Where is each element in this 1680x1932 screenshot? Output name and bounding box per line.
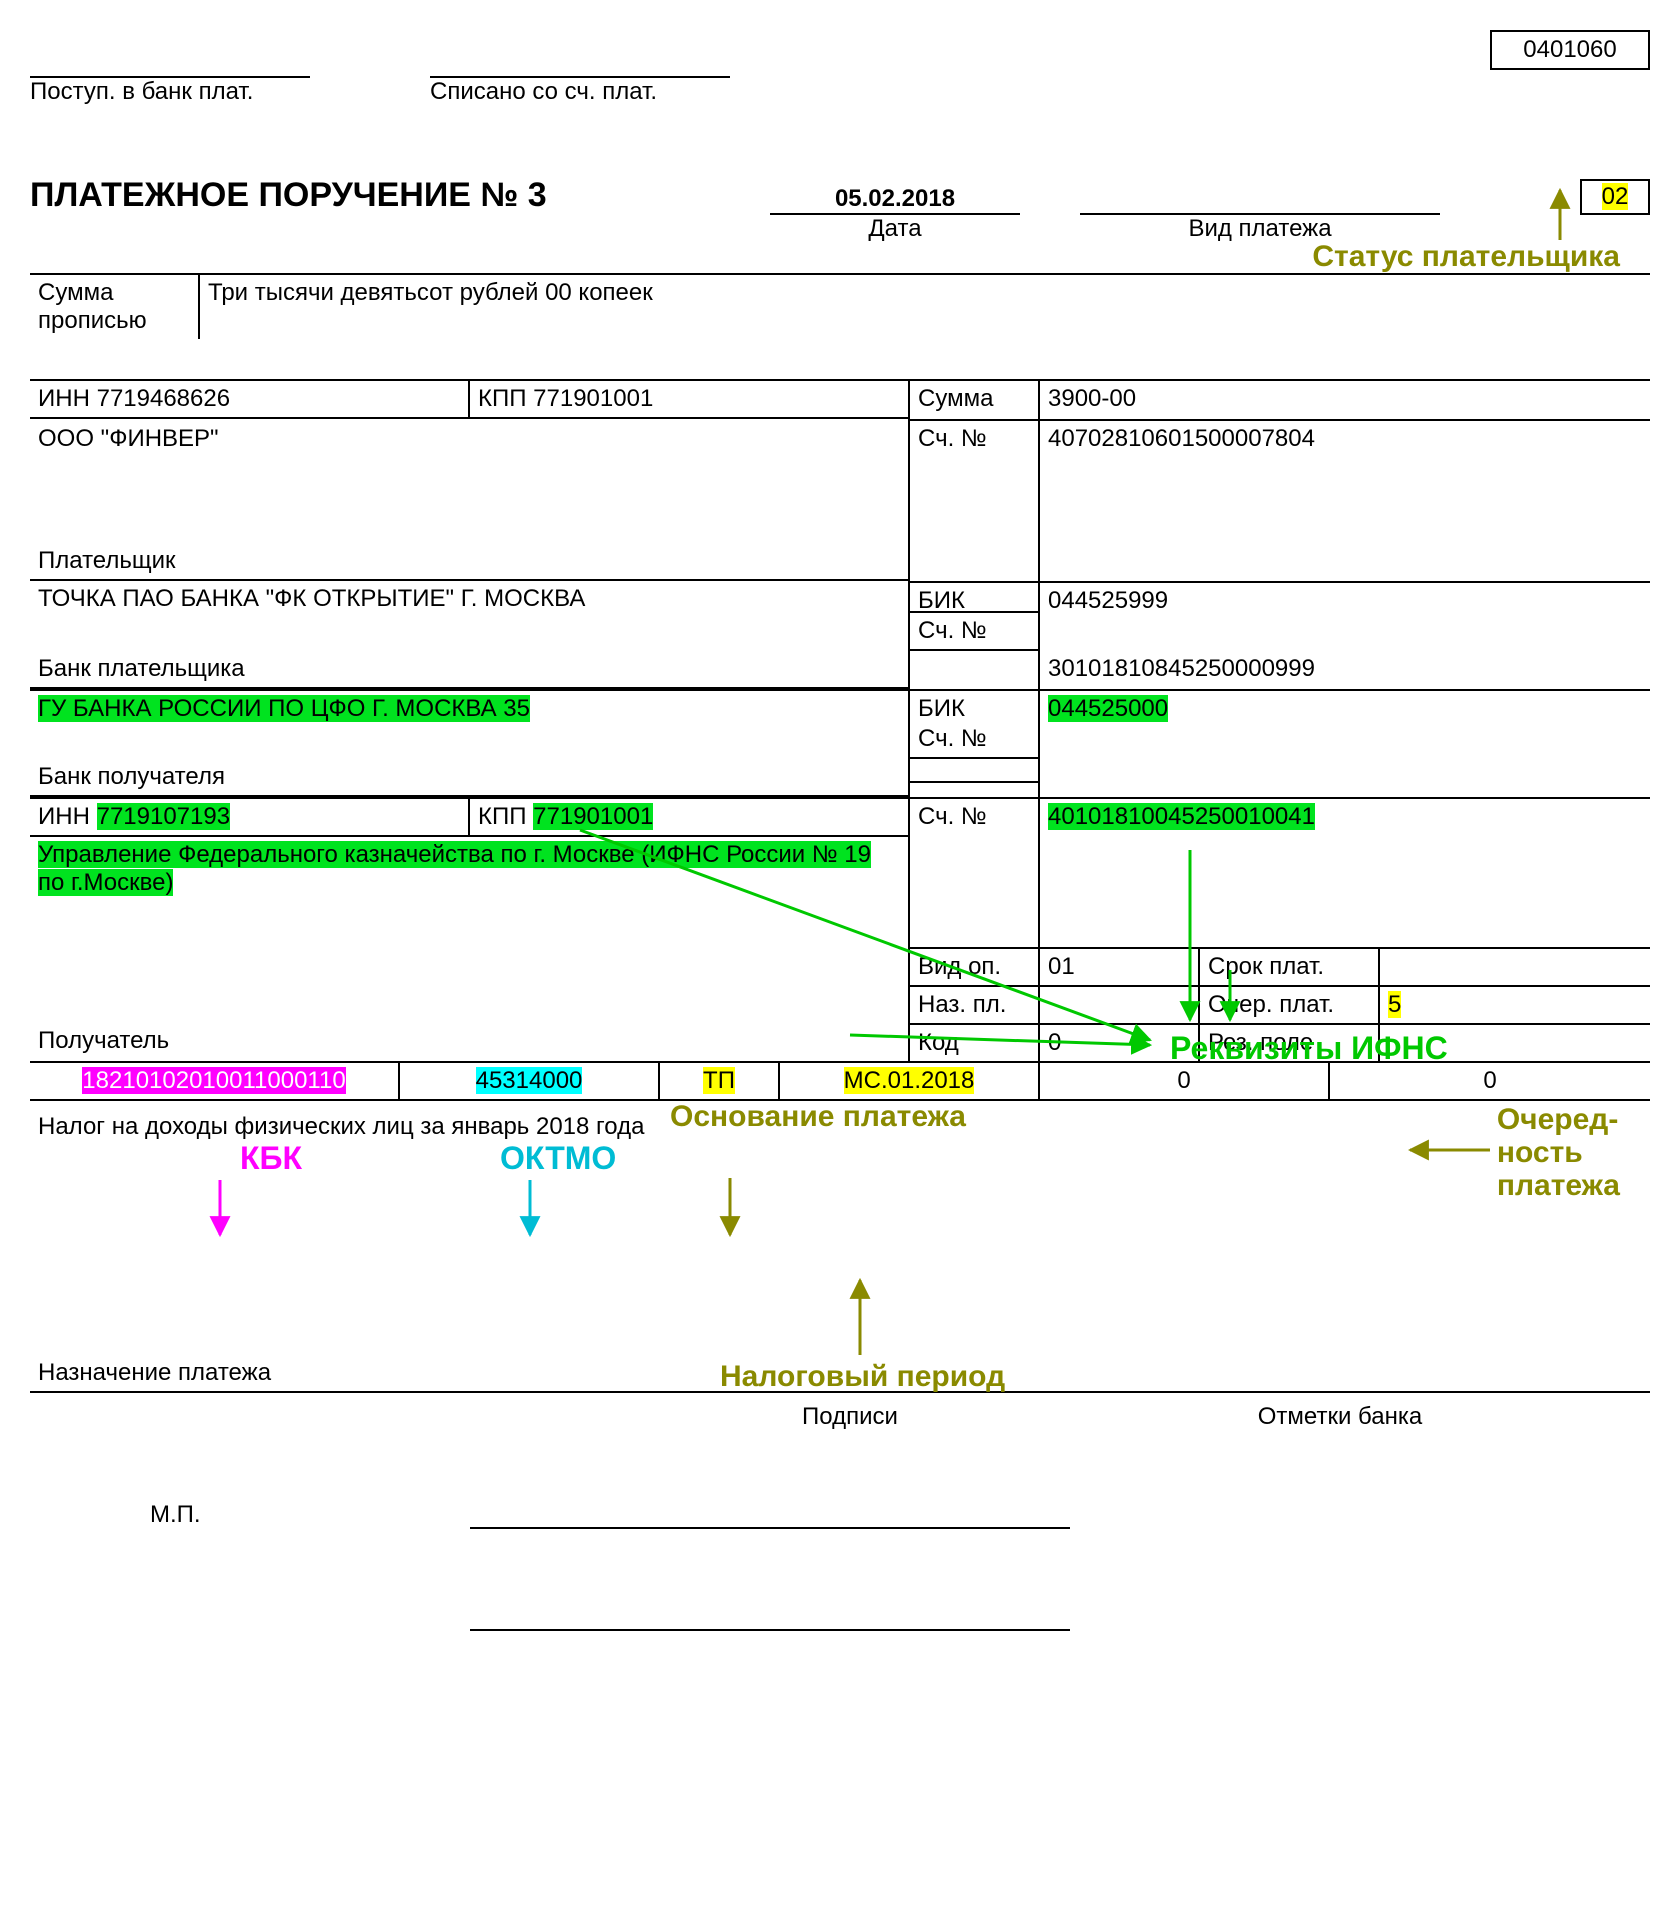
acct1-label: Сч. №: [910, 419, 1040, 543]
payer-label: Плательщик: [30, 543, 910, 581]
srok-label: Срок плат.: [1200, 947, 1380, 985]
ann-oktmo: ОКТМО: [500, 1140, 616, 1177]
date-label: Дата: [770, 215, 1020, 243]
amount-words-label: Сумма прописью: [30, 275, 200, 339]
tax-c5: 0: [1040, 1063, 1330, 1099]
status-code-box: 02: [1580, 179, 1650, 215]
naz-label: Наз. пл.: [910, 985, 1040, 1023]
sign-label: Подписи: [750, 1403, 950, 1431]
vid-op-label: Вид оп.: [910, 947, 1040, 985]
status-code: 02: [1602, 183, 1629, 210]
doc-date: 05.02.2018: [770, 185, 1020, 215]
recipient-kpp: КПП 771901001: [470, 799, 910, 837]
ann-period: Налоговый период: [720, 1360, 1005, 1394]
debited-label: Списано со сч. плат.: [430, 76, 730, 106]
ann-kbk: КБК: [240, 1140, 302, 1177]
recipient-label: Получатель: [30, 1023, 910, 1061]
ann-osnov: Основание платежа: [670, 1100, 966, 1133]
payer-bank-label: Банк плательщика: [30, 651, 910, 689]
sum-value: 3900-00: [1040, 381, 1650, 419]
kod-label: Код: [910, 1023, 1040, 1061]
ocher-label: Очер. плат.: [1200, 985, 1380, 1023]
tp-cell: ТП: [660, 1063, 780, 1099]
oktmo-cell: 45314000: [400, 1063, 660, 1099]
payer-inn: ИНН 7719468626: [30, 381, 470, 419]
mp-label: М.П.: [30, 1501, 210, 1529]
doc-title: ПЛАТЕЖНОЕ ПОРУЧЕНИЕ № 3: [30, 176, 710, 215]
period-cell: МС.01.2018: [780, 1063, 1040, 1099]
form-code: 0401060: [1490, 30, 1650, 70]
recipient-acct-label: Сч. №: [910, 799, 1040, 837]
acct2-value: 30101810845250000999: [1040, 651, 1650, 689]
sum-label: Сумма: [910, 381, 1040, 419]
kbk-cell: 18210102010011000110: [30, 1063, 400, 1099]
payment-type-label: Вид платежа: [1080, 215, 1440, 243]
rbank-acct-label: Сч. №: [910, 721, 1040, 759]
amount-words-value: Три тысячи девятьсот рублей 00 копеек: [200, 275, 1650, 339]
recipient-name: Управление Федерального казначейства по …: [30, 837, 910, 947]
ann-ocher: Очеред- ность платежа: [1497, 1103, 1620, 1202]
ann-status: Статус плательщика: [1312, 240, 1620, 274]
bank-mark-label: Отметки банка: [1210, 1403, 1470, 1431]
document-root: 0401060 Поступ. в банк плат. Списано со …: [30, 30, 1650, 1631]
ann-ifns: Реквизиты ИФНС: [1170, 1030, 1448, 1067]
recipient-inn: ИНН 7719107193: [30, 799, 470, 837]
recipient-bank-label: Банк получателя: [30, 759, 910, 797]
acct2-label: Сч. №: [910, 611, 1040, 651]
recipient-acct-value: 40101810045250010041: [1040, 799, 1650, 837]
payer-name: ООО "ФИНВЕР": [30, 419, 910, 543]
ocher-value: 5: [1380, 985, 1650, 1023]
vid-op-value: 01: [1040, 947, 1200, 985]
tax-c6: 0: [1330, 1063, 1650, 1099]
received-label: Поступ. в банк плат.: [30, 76, 310, 106]
acct1-value: 40702810601500007804: [1040, 419, 1650, 543]
payer-kpp: КПП 771901001: [470, 381, 910, 419]
